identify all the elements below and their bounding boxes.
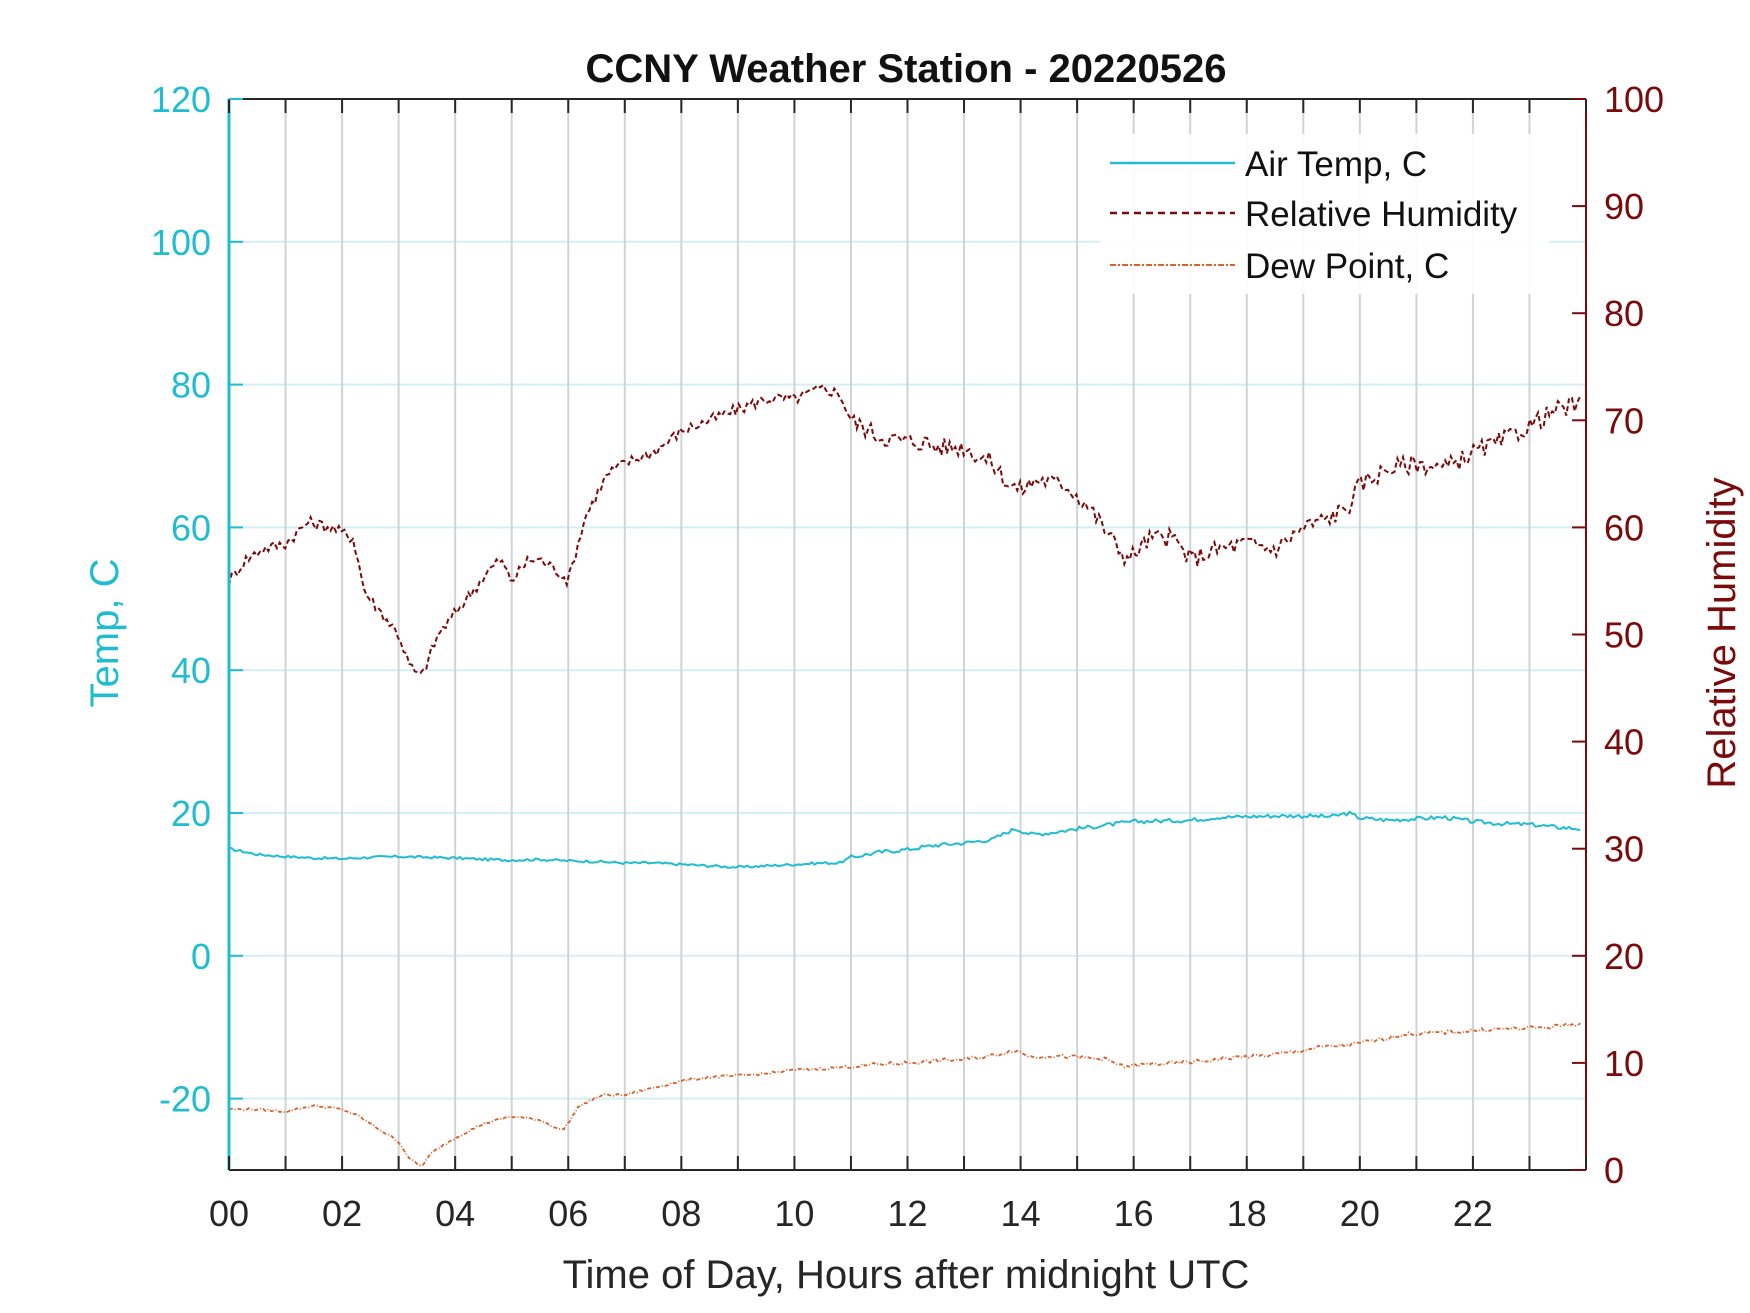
series-line <box>228 810 1581 869</box>
x-tick-label: 16 <box>1114 1193 1154 1234</box>
legend-label-air-temp: Air Temp, C <box>1245 145 1427 184</box>
y-axis-left-label: Temp, C <box>83 559 127 708</box>
y-right-tick-label: 0 <box>1604 1150 1624 1191</box>
legend: Air Temp, C Relative Humidity Dew Point,… <box>1100 134 1550 294</box>
y-right-tick-label: 20 <box>1604 936 1644 977</box>
x-tick-label: 10 <box>774 1193 814 1234</box>
x-axis-label: Time of Day, Hours after midnight UTC <box>563 1253 1250 1297</box>
y-left-tick-label: 60 <box>171 507 211 548</box>
legend-label-relative-humidity: Relative Humidity <box>1245 195 1518 234</box>
y-right-tick-label: 60 <box>1604 507 1644 548</box>
x-tick-label: 22 <box>1453 1193 1493 1234</box>
y-right-tick-label: 70 <box>1604 400 1644 441</box>
y-right-tick-label: 80 <box>1604 293 1644 334</box>
x-tick-label: 02 <box>322 1193 362 1234</box>
y-left-tick-label: 0 <box>191 936 211 977</box>
series-line <box>228 1022 1581 1167</box>
grid-layer <box>229 98 1586 1170</box>
y-right-tick-label: 90 <box>1604 186 1644 227</box>
chart-title: CCNY Weather Station - 20220526 <box>586 47 1227 91</box>
y-right-tick-label: 100 <box>1604 79 1664 120</box>
y-left-tick-label: 40 <box>171 650 211 691</box>
x-tick-label: 20 <box>1340 1193 1380 1234</box>
y-right-tick-label: 10 <box>1604 1043 1644 1084</box>
legend-label-dew-point: Dew Point, C <box>1245 247 1449 286</box>
series-layer <box>228 383 1582 1167</box>
x-tick-label: 14 <box>1001 1193 1041 1234</box>
y-right-tick-label: 40 <box>1604 722 1644 763</box>
y-left-tick-label: 80 <box>171 365 211 406</box>
y-left-tick-label: 20 <box>171 793 211 834</box>
y-right-tick-label: 50 <box>1604 615 1644 656</box>
x-tick-label: 08 <box>661 1193 701 1234</box>
x-tick-label: 12 <box>887 1193 927 1234</box>
y-right-tick-label: 30 <box>1604 829 1644 870</box>
y-left-tick-label: 120 <box>151 79 211 120</box>
x-tick-label: 00 <box>209 1193 249 1234</box>
x-tick-label: 04 <box>435 1193 475 1234</box>
y-axis-right-label: Relative Humidity <box>1700 477 1744 788</box>
y-left-tick-label: 100 <box>151 222 211 263</box>
series-line <box>228 383 1582 675</box>
x-tick-label: 18 <box>1227 1193 1267 1234</box>
y-left-tick-label: -20 <box>159 1079 211 1120</box>
ticks-layer: 00 02 04 06 08 10 12 14 16 18 20 22-200204060801001… <box>151 79 1664 1234</box>
x-tick-label: 06 <box>548 1193 588 1234</box>
